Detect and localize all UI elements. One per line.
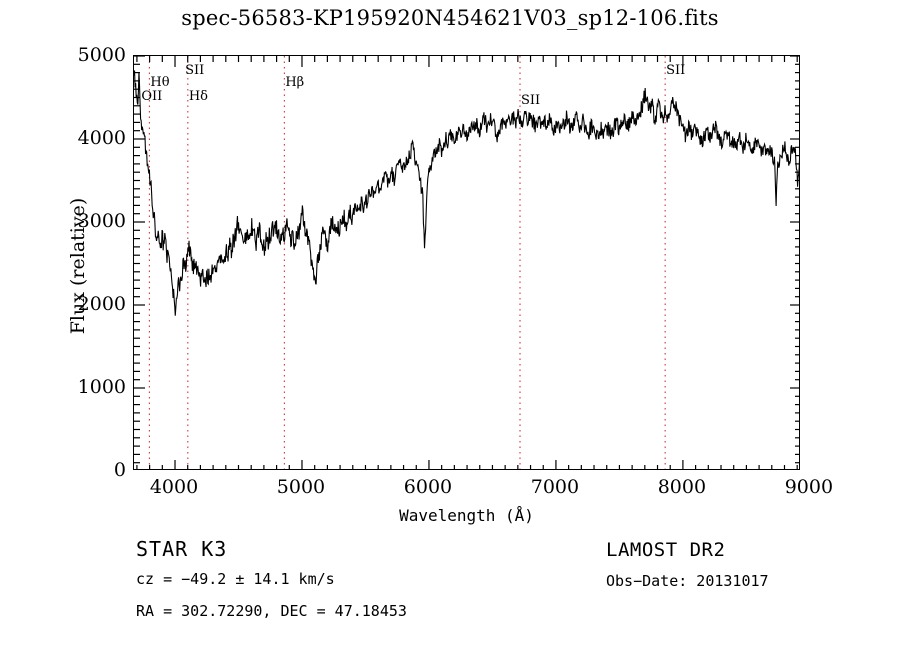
spectral-line-label: SII	[666, 62, 686, 78]
y-axis-tick-labels: 0 1000 2000 3000 4000 5000	[40, 0, 126, 650]
y-tick-label: 2000	[77, 293, 126, 315]
x-axis-tick-labels: 4000 5000 6000 7000 8000 9000	[133, 476, 833, 506]
spectral-line-label: OII	[141, 89, 163, 105]
spectral-line-label: Hβ	[285, 75, 305, 91]
x-tick-label: 4000	[149, 476, 199, 498]
x-tick-label: 7000	[530, 476, 580, 498]
y-tick-label: 4000	[77, 127, 126, 149]
observation-date: Obs−Date: 20131017	[606, 572, 769, 590]
x-tick-label: 5000	[276, 476, 326, 498]
y-tick-label: 0	[113, 459, 126, 481]
x-tick-label: 6000	[403, 476, 453, 498]
x-tick-label: 8000	[657, 476, 707, 498]
x-tick-label: 9000	[784, 476, 834, 498]
spectral-line-label: Hθ	[150, 75, 170, 91]
y-axis-title: Flux (relative)	[67, 197, 89, 335]
spectral-marker-lines	[148, 56, 666, 469]
x-axis-title: Wavelength (Å)	[399, 506, 534, 525]
axis-tick-marks	[134, 56, 799, 469]
redshift-velocity: cz = −49.2 ± 14.1 km/s	[136, 570, 335, 588]
coordinates: RA = 302.72290, DEC = 47.18453	[136, 602, 407, 620]
spectral-line-label: SII	[185, 62, 205, 78]
y-tick-label: 5000	[77, 44, 126, 66]
page-title: spec-56583-KP195920N454621V03_sp12-106.f…	[181, 6, 719, 30]
y-tick-label: 1000	[77, 376, 126, 398]
spectrum-curve	[134, 70, 799, 316]
y-tick-label: 3000	[77, 210, 126, 232]
object-classification: STAR K3	[136, 537, 228, 561]
spectral-line-label: SII	[521, 93, 541, 109]
plot-area	[133, 55, 800, 470]
spectrum-canvas	[134, 56, 799, 469]
survey-name: LAMOST DR2	[606, 539, 726, 561]
spectral-line-label: Hδ	[188, 89, 208, 105]
